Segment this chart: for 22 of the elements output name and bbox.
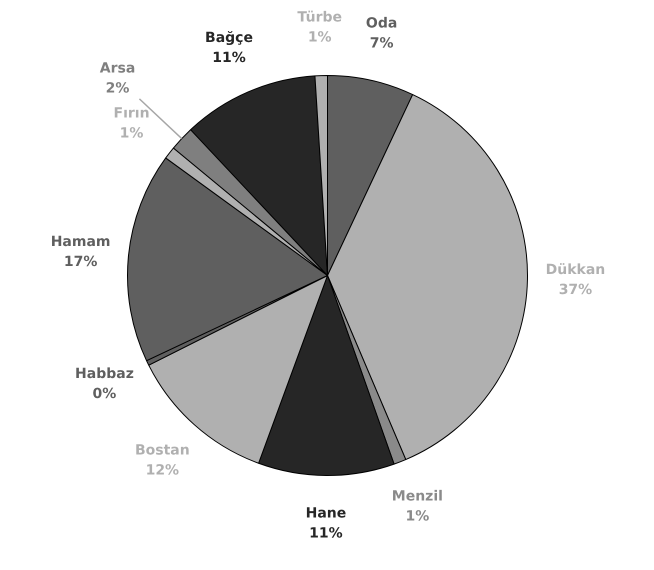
data-label: 12% (146, 462, 180, 478)
slice-label: Dükkan (546, 262, 606, 278)
data-label: 1% (308, 30, 332, 46)
data-label: 0% (92, 386, 116, 402)
data-label: 37% (558, 282, 592, 298)
slice-label: Türbe (297, 10, 342, 26)
slice-label: Menzil (392, 488, 443, 505)
slice-label: Hane (306, 505, 346, 522)
data-label: 2% (106, 80, 130, 96)
slice-label: Arsa (100, 60, 136, 76)
data-label: 11% (309, 525, 343, 542)
data-label: 1% (120, 126, 144, 142)
data-label: 7% (370, 35, 394, 52)
data-label: 11% (212, 50, 246, 66)
data-label: 1% (405, 508, 430, 525)
slice-label: Fırın (114, 106, 150, 122)
slice-label: Hamam (50, 234, 111, 250)
slice-label: Oda (366, 15, 398, 32)
slice-label: Bağçe (205, 30, 253, 46)
data-label: 17% (64, 254, 98, 270)
slice-label: Habbaz (75, 366, 134, 382)
slice-label: Bostan (134, 442, 190, 458)
